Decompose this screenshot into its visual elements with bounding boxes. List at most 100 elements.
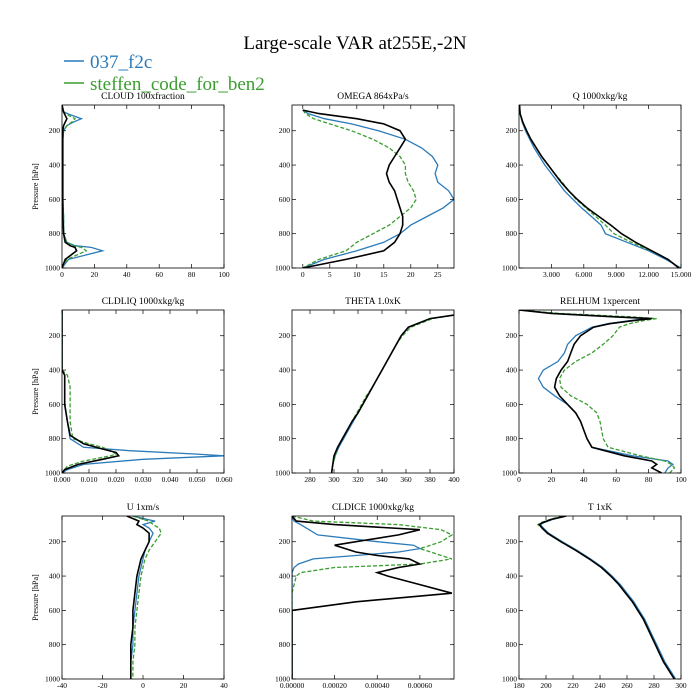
y-tick-label: 200 (506, 537, 518, 546)
x-tick-label: 40 (580, 475, 588, 484)
x-tick-label: 20 (407, 270, 415, 279)
x-tick-label: 20 (180, 681, 188, 690)
y-tick-label: 800 (279, 229, 291, 238)
y-tick-label: 1000 (502, 469, 517, 478)
plot-frame (291, 515, 455, 680)
x-tick-label: 20 (91, 270, 99, 279)
y-tick-label: 800 (279, 434, 291, 443)
x-tick-label: 0.00020 (322, 681, 347, 690)
figure-title: Large-scale VAR at255E,-2N (243, 33, 466, 54)
panel-title: OMEGA 864xPa/s (337, 92, 409, 102)
x-tick-label: 0.020 (108, 475, 125, 484)
x-tick-label: 80 (645, 475, 653, 484)
panel-title: CLDLIQ 1000xkg/kg (102, 297, 185, 307)
y-tick-label: 600 (506, 400, 518, 409)
x-tick-label: 40 (123, 270, 131, 279)
y-tick-label: 800 (506, 640, 518, 649)
series-line-3 (62, 310, 121, 473)
x-tick-label: 6.000 (575, 270, 592, 279)
x-tick-label: 0.00060 (408, 681, 433, 690)
series-line-1 (130, 516, 156, 679)
x-tick-label: 0.00000 (280, 681, 305, 690)
series-line-3 (62, 105, 78, 268)
x-tick-label: -20 (98, 681, 108, 690)
x-tick-label: 0 (301, 270, 305, 279)
x-tick-label: 100 (675, 475, 687, 484)
x-tick-label: 0.060 (216, 475, 233, 484)
y-tick-label: 1000 (502, 675, 517, 684)
x-tick-label: 340 (376, 475, 388, 484)
series-line-3 (126, 516, 150, 679)
series-line-3 (519, 310, 662, 473)
series-group (302, 109, 454, 268)
y-tick-label: 200 (506, 331, 518, 340)
x-tick-label: 3.000 (543, 270, 560, 279)
panel-title: U 1xm/s (127, 503, 160, 513)
x-tick-label: 20 (548, 475, 556, 484)
series-line-3 (292, 516, 453, 679)
x-tick-label: 300 (328, 475, 340, 484)
x-tick-label: 300 (675, 681, 687, 690)
x-tick-label: 5 (328, 270, 332, 279)
y-tick-label: 800 (49, 229, 61, 238)
y-tick-label: 800 (49, 640, 61, 649)
y-tick-label: 200 (49, 331, 61, 340)
y-tick-label: 200 (279, 331, 291, 340)
series-line-1 (330, 314, 454, 473)
y-tick-label: 1000 (275, 469, 290, 478)
legend-label-1: 037_f2c (90, 52, 152, 73)
x-tick-label: 0.010 (81, 475, 98, 484)
y-tick-label: 400 (279, 572, 291, 581)
series-line-3 (330, 314, 454, 473)
x-tick-label: 360 (400, 475, 412, 484)
x-tick-label: 40 (220, 681, 228, 690)
x-tick-label: 9.000 (608, 270, 625, 279)
series-line-3 (302, 109, 407, 268)
x-tick-label: 12.000 (638, 270, 659, 279)
x-tick-label: 280 (648, 681, 660, 690)
y-tick-label: 600 (49, 400, 61, 409)
y-tick-label: 800 (49, 434, 61, 443)
series-group (62, 310, 224, 473)
x-tick-label: 0.050 (189, 475, 206, 484)
panel-2: 200 400 600 800 1000 0 5 10 15 20 25 OMEGA 864xPa/s (275, 92, 455, 279)
series-line-3 (519, 105, 680, 268)
y-tick-label: 800 (506, 229, 518, 238)
y-tick-label: 1000 (45, 675, 60, 684)
plot-frame (61, 515, 225, 680)
y-tick-label: 600 (506, 195, 518, 204)
x-tick-label: 380 (424, 475, 436, 484)
x-tick-label: 15 (380, 270, 388, 279)
plot-frame (61, 309, 225, 474)
y-axis-label: Pressure [hPa] (31, 163, 40, 210)
x-tick-label: 0 (60, 270, 64, 279)
series-line-1 (292, 516, 422, 679)
y-axis-label: Pressure [hPa] (31, 574, 40, 621)
x-tick-label: 180 (513, 681, 525, 690)
y-tick-label: 200 (279, 126, 291, 135)
plot-frame (518, 309, 682, 474)
panel-title: Q 1000xkg/kg (573, 92, 628, 102)
x-tick-label: 10 (353, 270, 361, 279)
x-tick-label: 0.00040 (365, 681, 390, 690)
y-tick-label: 600 (506, 606, 518, 615)
x-tick-label: 0.040 (162, 475, 179, 484)
x-tick-label: 0 (141, 681, 145, 690)
x-tick-label: -40 (57, 681, 67, 690)
y-tick-label: 1000 (275, 264, 290, 273)
series-line-2 (519, 105, 681, 268)
series-group (519, 105, 681, 268)
x-tick-label: 80 (188, 270, 196, 279)
y-tick-label: 400 (49, 366, 61, 375)
plot-frame (291, 309, 455, 474)
y-tick-label: 400 (49, 572, 61, 581)
y-tick-label: 1000 (45, 469, 60, 478)
plot-frame (518, 104, 682, 269)
y-tick-label: 600 (49, 606, 61, 615)
y-axis-label: Pressure [hPa] (31, 368, 40, 415)
y-tick-label: 200 (279, 537, 291, 546)
